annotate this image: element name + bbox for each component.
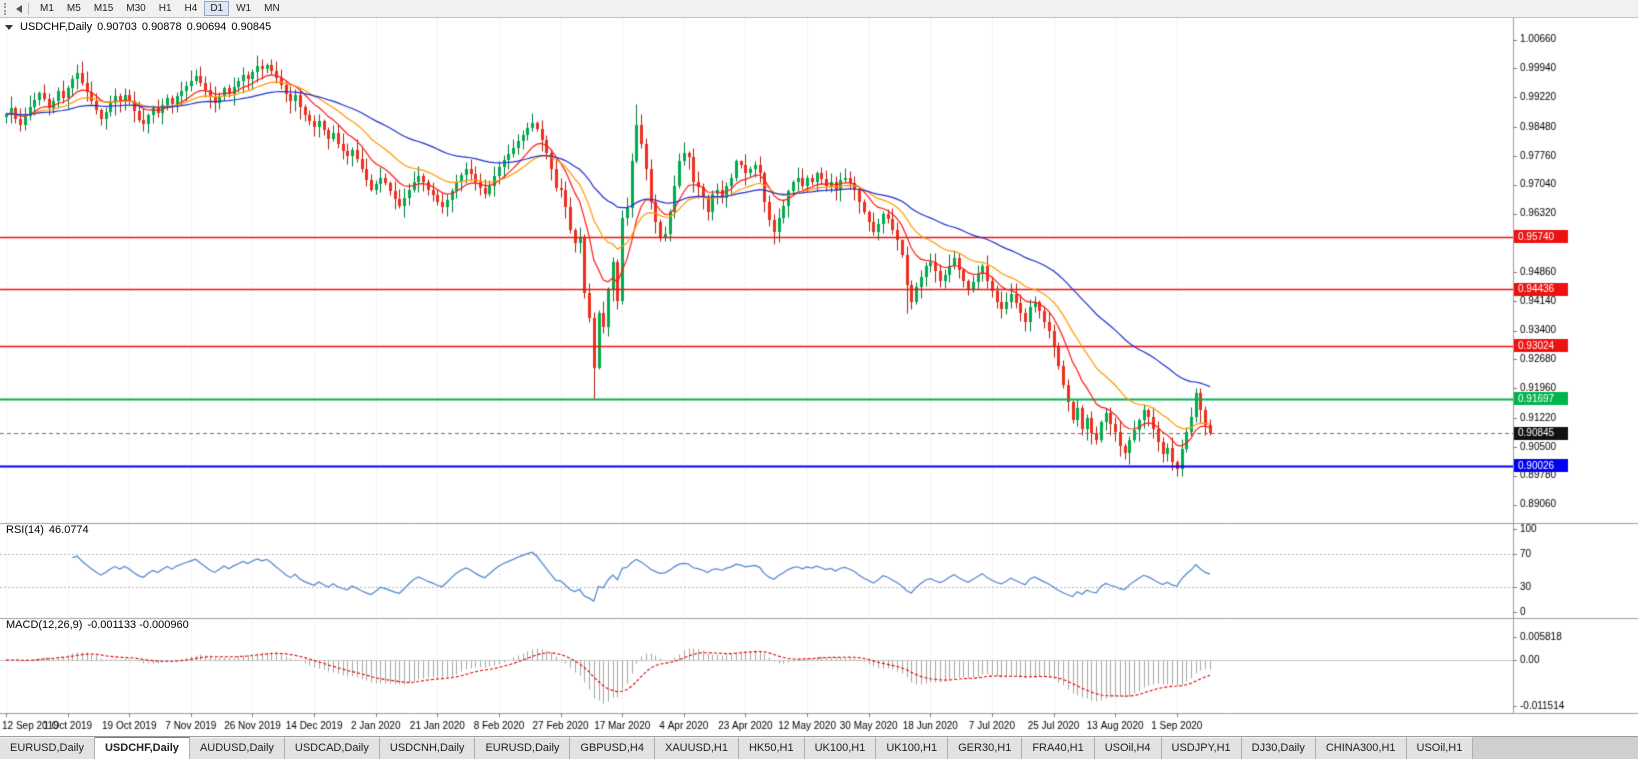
chart-tab-1-usdchf-daily[interactable]: USDCHF,Daily [94, 737, 190, 759]
chart-tab-17-usoil-h1[interactable]: USOil,H1 [1406, 737, 1474, 759]
chart-tab-13-usoil-h4[interactable]: USOil,H4 [1094, 737, 1162, 759]
timeframe-button-m1[interactable]: M1 [34, 1, 60, 16]
timeframe-button-w1[interactable]: W1 [230, 1, 257, 16]
timeframe-button-m5[interactable]: M5 [61, 1, 87, 16]
scroll-left-icon[interactable] [16, 4, 22, 13]
chart-tab-0-eurusd-daily[interactable]: EURUSD,Daily [0, 737, 95, 759]
chart-tab-7-xauusd-h1[interactable]: XAUUSD,H1 [654, 737, 739, 759]
timeframe-buttons-group: M1 M5 M15 M30 H1 H4 D1 W1 MN [34, 1, 286, 16]
chart-tab-10-uk100-h1[interactable]: UK100,H1 [876, 737, 949, 759]
chart-tabs-bar: EURUSD,Daily USDCHF,Daily AUDUSD,Daily USDC… [0, 736, 1638, 759]
timeframe-button-mn[interactable]: MN [258, 1, 286, 16]
chart-tab-2-audusd-daily[interactable]: AUDUSD,Daily [189, 737, 285, 759]
toolbar-drag-handle[interactable] [4, 2, 8, 15]
timeframe-button-m30[interactable]: M30 [120, 1, 151, 16]
price-chart-canvas[interactable] [0, 18, 1638, 736]
chart-tab-15-dj30-daily[interactable]: DJ30,Daily [1241, 737, 1316, 759]
chart-tab-5-eurusd-daily[interactable]: EURUSD,Daily [475, 737, 571, 759]
chart-tab-8-hk50-h1[interactable]: HK50,H1 [738, 737, 805, 759]
chart-tab-14-usdjpy-h1[interactable]: USDJPY,H1 [1161, 737, 1242, 759]
timeframe-button-h4[interactable]: H4 [179, 1, 204, 16]
chart-tab-12-fra40-h1[interactable]: FRA40,H1 [1022, 737, 1095, 759]
timeframe-button-d1[interactable]: D1 [204, 1, 230, 16]
toolbar-separator [28, 2, 29, 15]
timeframe-button-m15[interactable]: M15 [88, 1, 119, 16]
chart-tab-9-uk100-h1[interactable]: UK100,H1 [804, 737, 877, 759]
chart-tab-3-usdcad-daily[interactable]: USDCAD,Daily [284, 737, 380, 759]
timeframe-toolbar: M1 M5 M15 M30 H1 H4 D1 W1 MN [0, 0, 1638, 18]
chart-tab-6-gbpusd-h4[interactable]: GBPUSD,H4 [570, 737, 655, 759]
chart-tab-11-ger30-h1[interactable]: GER30,H1 [948, 737, 1023, 759]
timeframe-button-h1[interactable]: H1 [153, 1, 178, 16]
chart-tab-4-usdcnh-daily[interactable]: USDCNH,Daily [379, 737, 476, 759]
chart-tab-16-china300-h1[interactable]: CHINA300,H1 [1315, 737, 1407, 759]
